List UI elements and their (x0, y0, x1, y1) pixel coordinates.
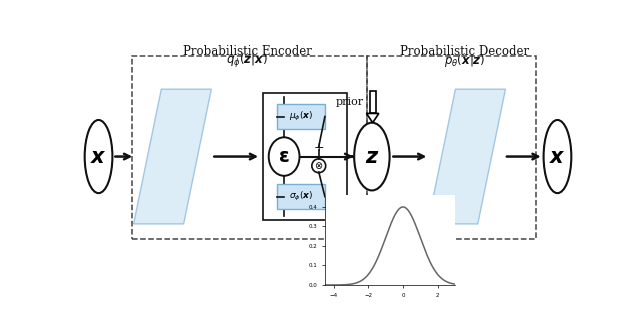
Ellipse shape (84, 120, 113, 193)
Bar (369, 91, 376, 113)
Text: Probabilistic Decoder: Probabilistic Decoder (400, 45, 529, 58)
Ellipse shape (269, 137, 300, 176)
Bar (262, 93, 348, 220)
Bar (277, 184, 325, 209)
Polygon shape (367, 113, 379, 123)
Text: $\otimes$: $\otimes$ (314, 160, 323, 171)
Bar (277, 104, 325, 129)
Bar (367, 56, 536, 239)
Text: prior: prior (336, 97, 364, 107)
Ellipse shape (543, 120, 572, 193)
Text: Probabilistic Encoder: Probabilistic Encoder (182, 45, 312, 58)
Text: $q_{\phi}(\boldsymbol{z}|\boldsymbol{x})$: $q_{\phi}(\boldsymbol{z}|\boldsymbol{x})… (227, 52, 268, 70)
Text: $\boldsymbol{z}$: $\boldsymbol{z}$ (365, 147, 379, 166)
Text: $\mu_\phi(\boldsymbol{x})$: $\mu_\phi(\boldsymbol{x})$ (289, 110, 313, 123)
Text: $p_{\theta}(\boldsymbol{x}|\boldsymbol{z})$: $p_{\theta}(\boldsymbol{x}|\boldsymbol{z… (444, 52, 485, 69)
Ellipse shape (354, 123, 390, 190)
Text: $\boldsymbol{\varepsilon}$: $\boldsymbol{\varepsilon}$ (278, 147, 290, 166)
Bar (132, 56, 367, 239)
Text: $\sigma_\phi(\boldsymbol{x})$: $\sigma_\phi(\boldsymbol{x})$ (289, 190, 313, 203)
Text: $\boldsymbol{x}$: $\boldsymbol{x}$ (90, 147, 107, 166)
Polygon shape (134, 89, 211, 224)
Text: $\boldsymbol{x}$: $\boldsymbol{x}$ (549, 147, 566, 166)
Text: $+$: $+$ (313, 141, 324, 154)
Circle shape (312, 159, 326, 173)
Polygon shape (428, 89, 506, 224)
